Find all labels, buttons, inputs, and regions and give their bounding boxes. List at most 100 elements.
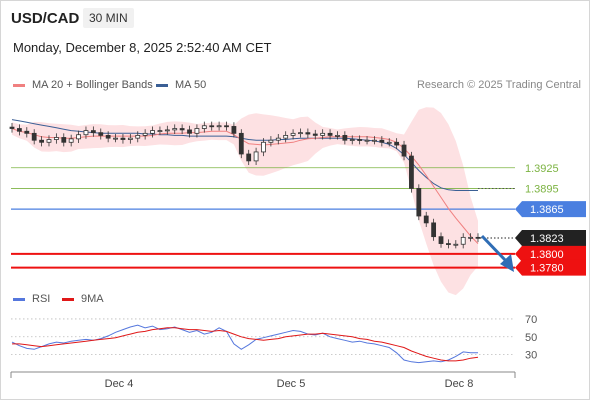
candle-down bbox=[209, 125, 215, 128]
price-level-pivot: 1.3865 bbox=[11, 201, 586, 218]
rsi-tick-label: 70 bbox=[525, 314, 537, 326]
candle-down bbox=[16, 128, 22, 132]
current-price-tag bbox=[515, 230, 586, 247]
legend-rsi-label: RSI bbox=[32, 293, 51, 305]
rsi-tick-label: 30 bbox=[525, 350, 537, 362]
candle-down bbox=[423, 215, 429, 224]
candle-up bbox=[46, 139, 52, 143]
candle-up bbox=[53, 137, 59, 140]
price-level-resistance: 1.3925 bbox=[11, 163, 559, 175]
legend-ma9: 9MA bbox=[62, 293, 104, 305]
candle-down bbox=[327, 132, 333, 136]
support-label-tag bbox=[515, 259, 586, 276]
rsi-tick-label: 50 bbox=[525, 332, 537, 344]
symbol-title: USD/CAD bbox=[11, 10, 80, 27]
candle-down bbox=[312, 133, 318, 136]
candle-up bbox=[349, 139, 355, 141]
candle-down bbox=[24, 130, 30, 134]
price-level-resistance: 1.3895 bbox=[11, 183, 559, 195]
x-tick-label: Dec 4 bbox=[105, 378, 134, 390]
candle-up bbox=[253, 151, 259, 162]
candle-down bbox=[98, 132, 104, 136]
candle-down bbox=[9, 126, 15, 129]
x-tick-label: Dec 8 bbox=[445, 378, 474, 390]
candle-up bbox=[194, 128, 200, 134]
candle-down bbox=[61, 137, 67, 143]
candle-up bbox=[290, 132, 296, 136]
candle-down bbox=[342, 134, 348, 141]
legend-ma20-label: MA 20 + Bollinger Bands bbox=[32, 79, 153, 91]
candle-down bbox=[438, 236, 444, 244]
current-price-label: 1.3823 bbox=[530, 233, 564, 245]
support-label: 1.3780 bbox=[530, 263, 564, 275]
legend-ma20: MA 20 + Bollinger Bands bbox=[13, 79, 153, 91]
candle-up bbox=[372, 139, 377, 142]
rsi-swatch-icon bbox=[13, 297, 25, 301]
rsi-line bbox=[11, 324, 478, 364]
pivot-label-tag bbox=[515, 201, 586, 218]
legend-rsi: RSI bbox=[13, 293, 50, 305]
support-label: 1.3800 bbox=[530, 249, 564, 261]
candle-up bbox=[127, 137, 133, 140]
bollinger-band-area bbox=[12, 107, 478, 296]
candle-up bbox=[216, 125, 222, 128]
candle-down bbox=[224, 125, 229, 128]
legend-ma50: MA 50 bbox=[156, 79, 206, 91]
candle-down bbox=[231, 126, 237, 134]
candle-down bbox=[446, 243, 451, 245]
candle-down bbox=[431, 222, 437, 238]
candle-up bbox=[320, 132, 326, 136]
candle-up bbox=[164, 129, 170, 132]
candle-down bbox=[409, 155, 414, 189]
candle-up bbox=[135, 134, 141, 139]
candle-up bbox=[142, 132, 148, 136]
forecast-arrow-shaft bbox=[480, 234, 509, 264]
candle-up bbox=[83, 130, 89, 136]
candle-down bbox=[105, 134, 111, 139]
candle-down bbox=[416, 188, 422, 217]
copyright-notice: Research © 2025 Trading Central bbox=[416, 79, 581, 91]
ma9-swatch-icon bbox=[62, 297, 74, 301]
candle-up bbox=[460, 236, 466, 245]
candle-up bbox=[364, 139, 370, 142]
candle-down bbox=[475, 236, 481, 239]
timeframe-badge[interactable]: 30 MIN bbox=[83, 8, 134, 28]
candle-down bbox=[379, 139, 385, 143]
price-level-support: 1.3780 bbox=[11, 259, 586, 276]
price-level-current: 1.3823 bbox=[480, 230, 586, 247]
candle-up bbox=[298, 132, 303, 135]
candle-up bbox=[335, 134, 340, 137]
candle-up bbox=[201, 125, 207, 129]
candle-down bbox=[401, 144, 407, 157]
candle-down bbox=[246, 153, 252, 162]
candle-down bbox=[394, 141, 400, 146]
candle-down bbox=[39, 139, 44, 143]
candle-down bbox=[305, 132, 311, 135]
candles-group bbox=[9, 121, 481, 249]
support-label-tag bbox=[515, 245, 586, 262]
candle-up bbox=[386, 141, 392, 144]
ma50-swatch-icon bbox=[156, 83, 168, 87]
ma50-line bbox=[11, 119, 478, 191]
candle-up bbox=[157, 130, 163, 132]
candle-down bbox=[357, 139, 363, 141]
candle-up bbox=[68, 138, 74, 143]
chart-header: USD/CAD 30 MIN Monday, December 8, 2025 … bbox=[0, 0, 590, 70]
candle-down bbox=[31, 132, 37, 141]
pivot-label: 1.3865 bbox=[530, 204, 564, 216]
candle-up bbox=[453, 243, 459, 246]
forecast-arrowhead-icon bbox=[500, 254, 514, 272]
chart-datetime: Monday, December 8, 2025 2:52:40 AM CET bbox=[13, 40, 272, 55]
ma20-swatch-icon bbox=[13, 83, 25, 87]
resistance-label: 1.3925 bbox=[525, 163, 559, 175]
candle-up bbox=[172, 128, 178, 131]
forecast-arrow bbox=[480, 234, 514, 272]
ma20-line bbox=[11, 128, 479, 244]
candle-up bbox=[468, 236, 474, 239]
rsi-ma9-line bbox=[12, 327, 479, 362]
candle-up bbox=[261, 141, 266, 153]
candle-up bbox=[275, 137, 281, 141]
legend-ma9-label: 9MA bbox=[81, 293, 104, 305]
candle-down bbox=[179, 128, 185, 131]
